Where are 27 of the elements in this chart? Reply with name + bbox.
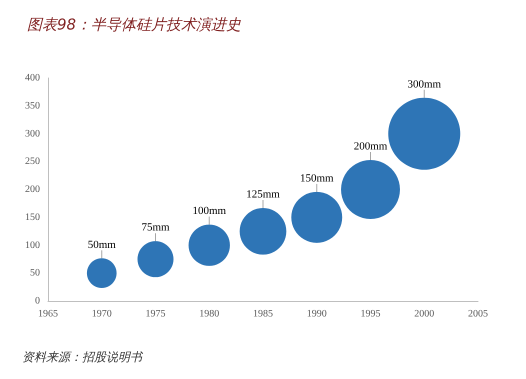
y-tick-label: 300: [25, 128, 40, 140]
y-tick-label: 350: [25, 100, 40, 112]
data-label: 150mm: [300, 172, 334, 184]
y-tick-label: 150: [25, 212, 40, 223]
data-label: 100mm: [192, 205, 226, 218]
y-tick-label: 100: [25, 240, 40, 251]
y-tick-label: 200: [25, 184, 40, 195]
x-tick-label: 1995: [360, 308, 380, 320]
text: 资料来源：招股说明书: [22, 350, 144, 364]
x-tick-label: 1980: [199, 308, 220, 320]
y-tick-label: 250: [25, 156, 40, 168]
chart-title: 图表98：半导体硅片技术演进史: [27, 16, 242, 34]
data-label: 125mm: [246, 188, 280, 200]
y-tick-label: 50: [30, 268, 40, 279]
y-tick-label: 0: [35, 296, 40, 306]
data-label: 50mm: [88, 238, 116, 251]
x-tick-label: 1985: [253, 308, 273, 320]
y-tick-label: 400: [25, 72, 40, 84]
data-label: 75mm: [141, 222, 170, 234]
data-label: 200mm: [354, 140, 388, 153]
x-tick-label: 1965: [38, 308, 58, 320]
x-tick-label: 1975: [146, 308, 166, 320]
x-tick-label: 2000: [414, 308, 434, 320]
x-tick-label: 1990: [306, 308, 327, 320]
x-tick-label: 1970: [92, 308, 112, 320]
data-label: 300mm: [407, 78, 442, 90]
x-tick-label: 2005: [468, 308, 488, 320]
